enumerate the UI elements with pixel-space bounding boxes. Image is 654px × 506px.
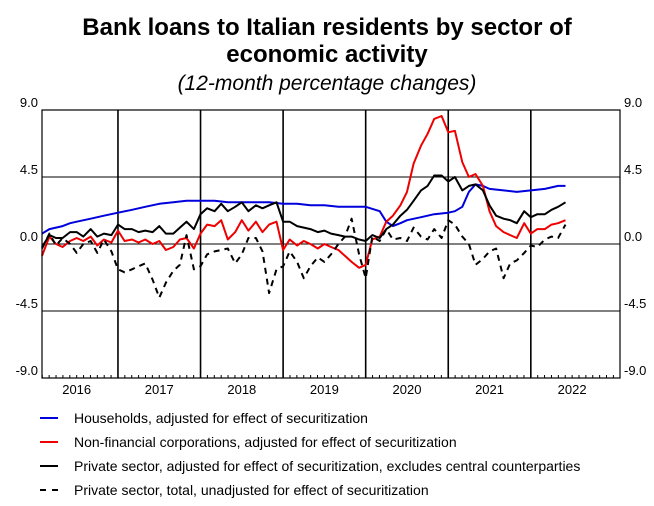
series-line-0 bbox=[41, 183, 566, 235]
chart-title-line-2: economic activity bbox=[226, 41, 428, 68]
chart-subtitle: (12-month percentage changes) bbox=[177, 72, 477, 95]
y-tick-label-left: 0.0 bbox=[20, 229, 38, 244]
axis-layer: 9.0 9.0 4.5 4.5 0.0 0.0 -4.5 -4.5 -9.0 -9.0 2016 20… bbox=[16, 95, 647, 397]
year-separator-layer bbox=[117, 110, 532, 378]
y-tick-label-left: 4.5 bbox=[20, 162, 38, 177]
legend-swatch bbox=[40, 441, 58, 443]
x-tick-label: 2017 bbox=[145, 382, 174, 397]
y-tick-label-left: -4.5 bbox=[16, 296, 38, 311]
legend-label: Non-financial corporations, adjusted for… bbox=[74, 434, 457, 450]
legend-swatch bbox=[40, 417, 58, 419]
chart-title-line-1: Bank loans to Italian residents by secto… bbox=[82, 14, 572, 41]
legend-label: Households, adjusted for effect of secur… bbox=[74, 410, 368, 426]
legend: Households, adjusted for effect of secur… bbox=[40, 406, 580, 502]
grid-layer bbox=[42, 176, 620, 312]
y-tick-label-right: -9.0 bbox=[624, 363, 646, 378]
y-tick-label-right: 0.0 bbox=[624, 229, 642, 244]
y-tick-label-right: 4.5 bbox=[624, 162, 642, 177]
legend-item-2: Private sector, adjusted for effect of s… bbox=[40, 454, 580, 478]
x-tick-label: 2020 bbox=[393, 382, 422, 397]
series-line-3 bbox=[41, 217, 567, 299]
y-tick-label-left: 9.0 bbox=[20, 95, 38, 110]
legend-item-0: Households, adjusted for effect of secur… bbox=[40, 406, 580, 430]
y-tick-label-right: -4.5 bbox=[624, 296, 646, 311]
legend-swatch bbox=[40, 465, 58, 467]
y-tick-label-right: 9.0 bbox=[624, 95, 642, 110]
legend-item-3: Private sector, total, unadjusted for ef… bbox=[40, 478, 580, 502]
series-line-2 bbox=[41, 174, 567, 248]
series-line-1 bbox=[41, 115, 566, 269]
x-tick-label: 2016 bbox=[62, 382, 91, 397]
legend-swatch bbox=[40, 489, 58, 491]
y-tick-label-left: -9.0 bbox=[16, 363, 38, 378]
x-tick-label: 2018 bbox=[227, 382, 256, 397]
x-tick-label: 2022 bbox=[558, 382, 587, 397]
x-tick-label: 2021 bbox=[475, 382, 504, 397]
legend-item-1: Non-financial corporations, adjusted for… bbox=[40, 430, 580, 454]
series-layer bbox=[41, 115, 567, 299]
x-tick-label: 2019 bbox=[310, 382, 339, 397]
legend-label: Private sector, total, unadjusted for ef… bbox=[74, 482, 429, 498]
legend-label: Private sector, adjusted for effect of s… bbox=[74, 458, 581, 474]
